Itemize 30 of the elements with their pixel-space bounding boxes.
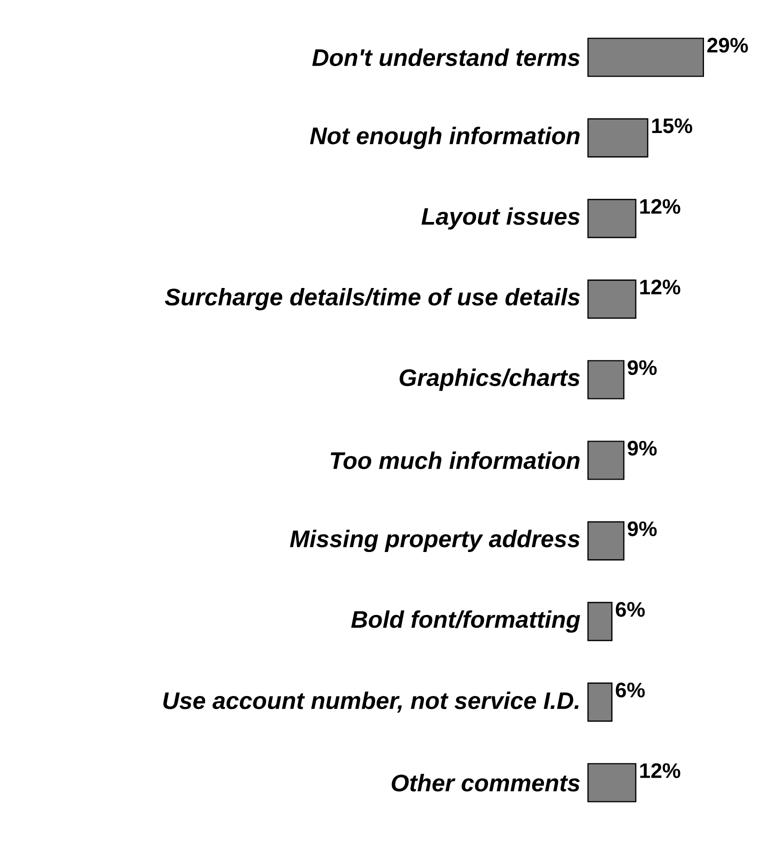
- data-label: 12%: [640, 280, 680, 294]
- y-tick-label: Other comments: [392, 774, 580, 792]
- bar: [587, 763, 636, 802]
- bar: [587, 682, 612, 722]
- data-label: 12%: [640, 763, 680, 778]
- bar: [587, 440, 624, 480]
- y-tick-label: Don't understand terms: [312, 48, 580, 66]
- y-tick-label: Too much information: [330, 452, 580, 470]
- y-tick-label: Layout issues: [422, 207, 580, 230]
- bar: [587, 360, 624, 400]
- data-label: 12%: [640, 199, 680, 214]
- y-tick-label: Surcharge details/time of use details: [164, 288, 580, 310]
- bar: [587, 280, 636, 319]
- y-tick-label: Missing property address: [290, 530, 580, 552]
- y-tick-label: Not enough information: [310, 126, 580, 150]
- y-tick-label: Graphics/charts: [400, 368, 580, 391]
- data-label: 6%: [616, 602, 645, 617]
- y-tick-label: Bold font/formatting: [351, 610, 580, 633]
- bar: [587, 521, 624, 561]
- data-label: 9%: [628, 521, 657, 536]
- y-tick-label: Use account number, not service I.D.: [163, 692, 578, 713]
- data-label: 29%: [707, 38, 748, 53]
- data-label: 15%: [652, 118, 692, 134]
- bar: [587, 602, 612, 642]
- bar: [587, 118, 648, 158]
- data-label: 9%: [628, 440, 657, 456]
- bar: [587, 38, 704, 77]
- bar: [587, 198, 636, 238]
- data-label: 9%: [628, 360, 657, 376]
- data-label: 6%: [616, 682, 645, 698]
